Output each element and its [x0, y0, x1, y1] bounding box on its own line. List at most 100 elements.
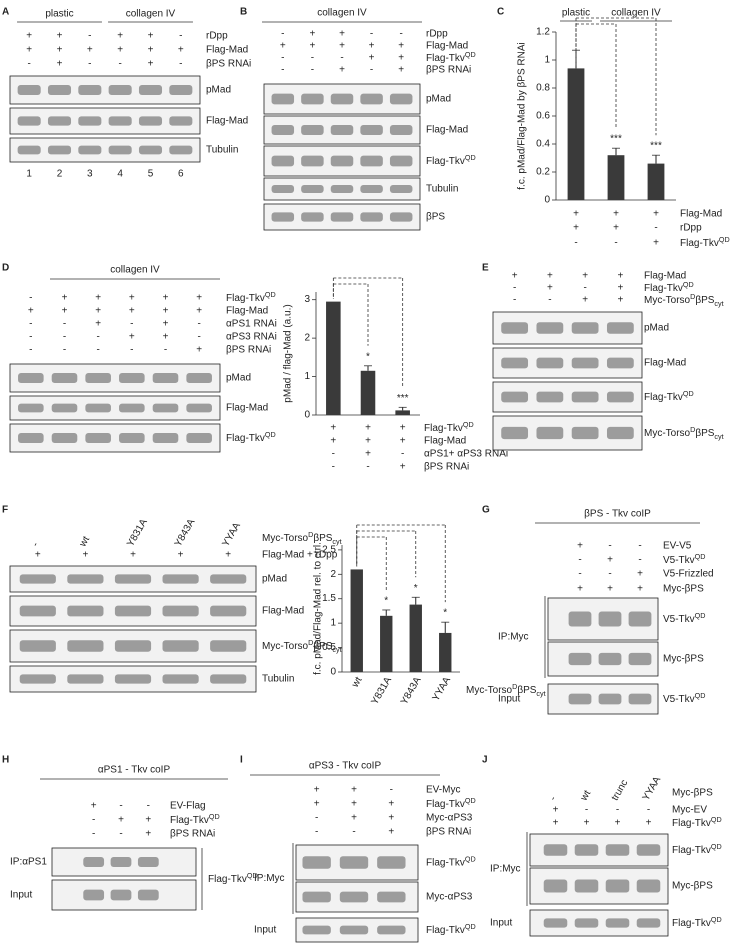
band	[377, 925, 406, 935]
label-part: V5-Tkv	[663, 555, 695, 566]
lane-header: trunc	[610, 778, 631, 803]
condition-sign: -	[614, 238, 617, 249]
blot-group-label: IP:Myc	[254, 873, 285, 884]
condition-label: Flag-Mad	[226, 306, 268, 317]
label-part: Flag-Tkv	[426, 857, 465, 868]
band	[119, 432, 145, 444]
band	[330, 124, 354, 136]
label-part: QD	[465, 796, 476, 805]
band	[47, 84, 72, 96]
label-part: D	[308, 530, 313, 539]
band	[605, 879, 630, 893]
label-part: QD	[711, 842, 722, 851]
band	[162, 605, 199, 617]
band	[571, 391, 599, 403]
significance: *	[443, 608, 447, 619]
condition-sign: -	[638, 555, 641, 566]
significance: *	[366, 351, 370, 362]
condition-label: βPS RNAi	[170, 829, 215, 840]
band	[606, 426, 634, 440]
condition-sign: -	[119, 829, 122, 840]
blot	[9, 423, 221, 453]
condition-sign: +	[196, 345, 202, 356]
blot	[9, 75, 201, 105]
panel-title: αPS1 - Tkv coIP	[98, 765, 171, 776]
condition-sign: +	[398, 53, 404, 64]
label-part: Flag-Tkv	[672, 918, 711, 929]
condition-sign: -	[585, 805, 588, 816]
condition-sign: +	[91, 801, 97, 812]
band	[271, 185, 295, 193]
panel-letter: J	[482, 755, 488, 766]
condition-label: Flag-TkvQD	[170, 812, 220, 826]
blot-label: Flag-TkvQD	[426, 153, 476, 167]
condition-sign: -	[96, 332, 99, 343]
condition-label: βPS RNAi	[206, 59, 251, 70]
condition-sign: -	[548, 295, 551, 306]
band	[301, 185, 324, 193]
condition-sign: +	[369, 41, 375, 52]
condition-sign: +	[57, 31, 63, 42]
blot-label: βPS	[426, 212, 445, 223]
condition-sign: +	[145, 815, 151, 826]
blot-label: V5-TkvQD	[663, 611, 705, 625]
band	[574, 879, 599, 893]
label-part: QD	[465, 153, 476, 162]
blot-group-label: Input	[254, 925, 276, 936]
band	[51, 403, 78, 413]
condition-sign: -	[315, 827, 318, 838]
label-part: cyt	[332, 645, 341, 654]
bar	[360, 370, 376, 415]
band	[501, 426, 529, 440]
label-part: Myc-Torso	[644, 428, 691, 439]
condition-sign: -	[281, 29, 284, 40]
label-part: Flag-Tkv	[208, 874, 247, 885]
group-label: collagen IV	[126, 9, 176, 20]
label-part: βPS	[695, 428, 714, 439]
band	[85, 372, 111, 384]
band	[301, 155, 324, 167]
label-part: QD	[695, 691, 706, 700]
condition-sign: +	[62, 293, 68, 304]
condition-sign: -	[370, 29, 373, 40]
band	[302, 856, 331, 869]
condition-sign: +	[617, 283, 623, 294]
condition-sign: +	[309, 41, 315, 52]
condition-label: Flag-Mad	[644, 271, 686, 282]
band	[501, 357, 529, 369]
band	[598, 652, 622, 666]
band	[501, 322, 529, 334]
condition-sign: +	[82, 550, 88, 561]
condition-sign: -	[513, 295, 516, 306]
blot-label: pMad	[644, 323, 669, 334]
band	[67, 674, 104, 684]
y-axis-label: f.c. pMad/Flag-Mad rel. to ctrl.	[313, 542, 324, 675]
band	[51, 432, 78, 444]
label-part: QD	[695, 552, 706, 561]
label-part: Flag-Tkv	[170, 815, 209, 826]
condition-label: rDpp	[680, 223, 702, 234]
band	[330, 93, 354, 105]
y-tick-label: 1	[330, 618, 336, 629]
condition-sign: -	[390, 785, 393, 796]
condition-sign: -	[118, 59, 121, 70]
band	[301, 124, 324, 136]
condition-sign: -	[130, 319, 133, 330]
y-tick-label: 0.8	[536, 83, 550, 94]
label-part: Myc-Torso	[262, 641, 309, 652]
label-part: Flag-Tkv	[426, 925, 465, 936]
band	[360, 212, 383, 222]
condition-sign: +	[280, 41, 286, 52]
lane-number: 3	[87, 169, 93, 180]
blot-group-label: IP:αPS1	[10, 857, 47, 868]
band	[571, 426, 599, 440]
significance: ***	[397, 393, 409, 404]
label-part: Myc-Torso	[644, 295, 691, 306]
band	[119, 372, 145, 384]
condition-sign: -	[352, 827, 355, 838]
band	[360, 155, 383, 167]
band	[568, 652, 592, 666]
condition-sign: -	[63, 319, 66, 330]
band	[389, 93, 413, 105]
blot-label: Flag-Mad	[426, 125, 468, 136]
